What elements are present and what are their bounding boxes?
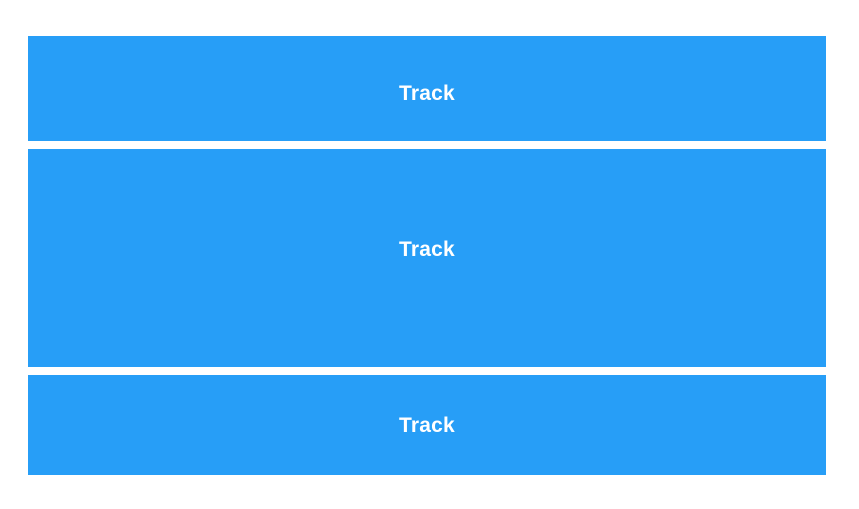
track-label-3: Track — [399, 414, 455, 437]
track-label-1: Track — [399, 82, 455, 105]
track-label-2: Track — [399, 238, 455, 261]
track-row-3: Track — [28, 375, 826, 475]
track-grid: Track Track Track — [28, 36, 826, 475]
track-row-2: Track — [28, 149, 826, 367]
track-row-1: Track — [28, 36, 826, 141]
